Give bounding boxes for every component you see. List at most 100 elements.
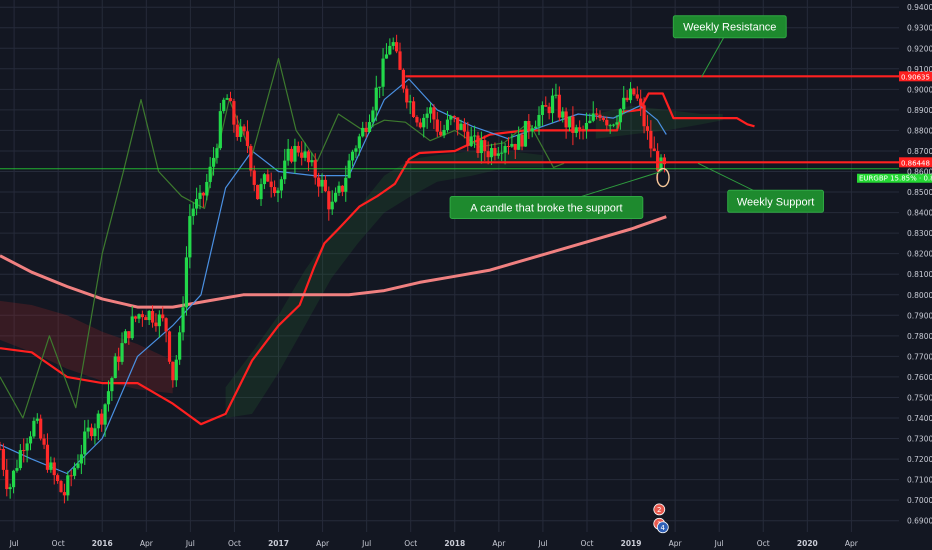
horizontal-levels: 0.90635 0.86448 EURGBP 15.85% · 0.86135 xyxy=(0,71,932,188)
candle xyxy=(337,185,341,193)
candle xyxy=(52,462,56,476)
candle xyxy=(11,470,16,488)
candle xyxy=(269,181,273,188)
candle xyxy=(388,45,392,55)
candle xyxy=(35,418,39,421)
candle xyxy=(306,151,311,163)
candle xyxy=(595,113,599,115)
candle xyxy=(510,143,514,147)
x-tick-label: Jul xyxy=(714,539,724,548)
candle xyxy=(69,475,73,477)
candle xyxy=(218,111,222,149)
candle xyxy=(208,166,212,182)
x-tick-label: 2019 xyxy=(621,539,642,548)
broken-candle-callout-box xyxy=(449,195,644,219)
candle xyxy=(550,95,555,114)
candle xyxy=(130,316,134,339)
candle xyxy=(547,106,551,114)
candle xyxy=(225,98,229,100)
candle xyxy=(439,131,443,136)
candles xyxy=(0,34,667,504)
candle xyxy=(222,99,226,112)
price-tag-bg xyxy=(857,173,932,183)
candle xyxy=(639,98,643,106)
time-axis[interactable]: Jul Oct 2016 Apr Jul Oct 2017 Apr Jul Oct 2018 Apr J… xyxy=(9,539,859,548)
candle xyxy=(544,105,548,107)
candle xyxy=(384,54,389,59)
candle xyxy=(133,316,138,319)
broken-candle-callout-text: A candle that broke the support xyxy=(470,202,622,214)
candle xyxy=(659,157,663,171)
candle xyxy=(496,153,500,156)
weekly-resistance-callout-text: Weekly Resistance xyxy=(683,22,776,34)
candle xyxy=(398,51,402,70)
x-tick-label: Jul xyxy=(361,539,371,548)
candle xyxy=(110,378,114,392)
weekly-support-callout-box xyxy=(727,189,825,213)
price-tag-weekly-support: 0.86448 xyxy=(901,159,930,167)
event-badges[interactable]: 214 xyxy=(653,503,669,534)
candle xyxy=(628,88,633,101)
event-badge-label: 4 xyxy=(661,524,666,532)
candle xyxy=(425,113,429,118)
candle xyxy=(578,127,582,130)
candle xyxy=(354,148,358,152)
candle xyxy=(371,110,375,123)
candle xyxy=(483,140,487,152)
candle xyxy=(588,120,592,123)
candle xyxy=(86,427,90,432)
candle xyxy=(5,469,9,490)
candle xyxy=(571,116,575,133)
x-tick-label: Jul xyxy=(9,539,19,548)
candle xyxy=(381,58,385,87)
candle xyxy=(517,134,521,150)
candle xyxy=(520,134,524,147)
candle xyxy=(449,116,453,120)
candle xyxy=(452,116,456,118)
candle xyxy=(72,467,77,476)
candle xyxy=(123,331,128,344)
candle xyxy=(357,136,361,149)
candle xyxy=(49,462,53,470)
candle xyxy=(361,127,365,137)
candle xyxy=(259,184,263,200)
candle xyxy=(256,184,260,200)
candle xyxy=(364,127,368,133)
candle xyxy=(22,450,26,452)
candle xyxy=(472,135,477,137)
candle xyxy=(83,431,87,455)
candle xyxy=(605,119,609,126)
cloud-bullish xyxy=(225,151,543,418)
price-tag-weekly-resistance: 0.90635 xyxy=(901,73,930,81)
candle xyxy=(174,359,178,381)
candle xyxy=(59,481,63,493)
candle xyxy=(171,361,175,381)
candle xyxy=(276,190,280,194)
candle xyxy=(245,131,250,146)
candle xyxy=(534,126,538,129)
candle xyxy=(25,443,29,451)
candle xyxy=(415,117,419,123)
x-tick-label: Apr xyxy=(140,539,154,548)
candle xyxy=(252,170,256,185)
candle xyxy=(317,177,321,187)
candle xyxy=(296,145,300,153)
candle xyxy=(320,179,324,187)
candle xyxy=(503,146,507,153)
candle xyxy=(184,257,189,308)
candle xyxy=(625,97,629,101)
x-tick-label: Oct xyxy=(52,539,65,548)
